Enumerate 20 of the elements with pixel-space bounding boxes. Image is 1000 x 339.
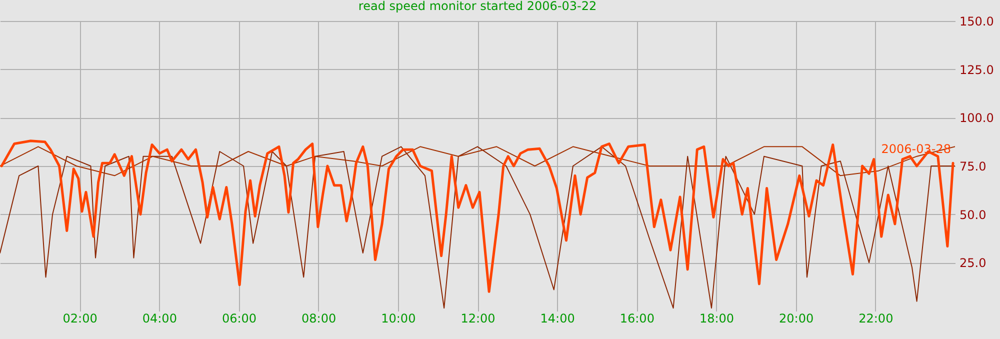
x-tick-label: 10:00 xyxy=(381,312,416,326)
y-tick-label: 50.0 xyxy=(960,208,986,222)
x-tick-label: 20:00 xyxy=(779,312,814,326)
x-tick-label: 22:00 xyxy=(858,312,894,326)
x-tick-label: 18:00 xyxy=(699,312,734,326)
x-tick-label: 12:00 xyxy=(460,312,496,326)
x-tick-label: 08:00 xyxy=(302,312,336,326)
series-label: 2006-03-28 xyxy=(881,142,952,156)
y-tick-label: 125.0 xyxy=(960,62,994,77)
x-tick-label: 04:00 xyxy=(142,312,177,326)
chart-title: read speed monitor started 2006-03-22 xyxy=(358,0,597,13)
y-tick-label: 25.0 xyxy=(960,256,986,270)
y-tick-label: 100.0 xyxy=(960,111,994,126)
y-tick-label: 150.0 xyxy=(960,14,994,28)
x-tick-label: 02:00 xyxy=(62,312,98,326)
x-tick-label: 06:00 xyxy=(222,312,257,326)
x-tick-label: 14:00 xyxy=(540,312,575,326)
y-tick-label: 75.0 xyxy=(960,160,986,174)
x-tick-label: 16:00 xyxy=(620,312,654,326)
line-series xyxy=(0,146,955,176)
